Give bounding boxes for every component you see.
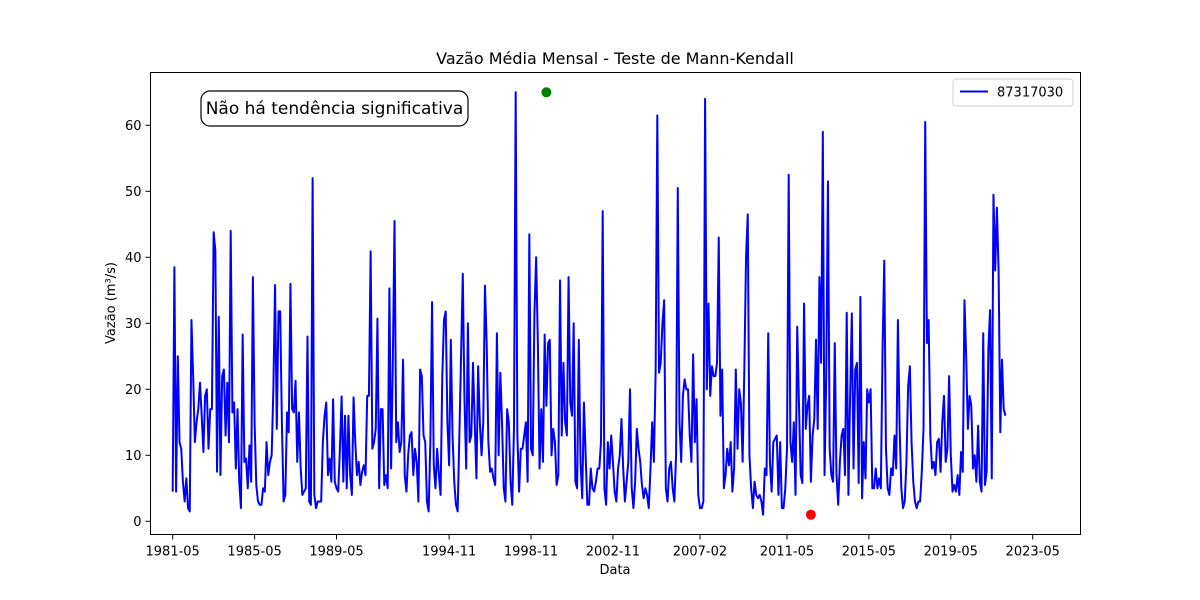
legend: 87317030 xyxy=(952,78,1074,107)
y-tick-label: 50 xyxy=(125,185,142,200)
x-tick-label: 1985-05 xyxy=(227,545,281,560)
x-tick-label: 1998-11 xyxy=(504,545,558,560)
x-tick-label: 1981-05 xyxy=(146,545,200,560)
x-tick-label: 1989-05 xyxy=(309,545,363,560)
axes-frame xyxy=(150,72,1081,535)
chart-title: Vazão Média Mensal - Teste de Mann-Kenda… xyxy=(436,49,794,68)
y-tick-label: 20 xyxy=(125,383,142,398)
x-tick-label: 2023-05 xyxy=(1006,545,1060,560)
max-value-marker xyxy=(541,87,552,98)
x-tick-label: 2015-05 xyxy=(842,545,896,560)
plot-area xyxy=(171,87,1007,520)
legend-label: 87317030 xyxy=(997,86,1063,101)
y-axis-label: Vazão (m³/s) xyxy=(104,262,119,344)
x-tick-label: 2007-02 xyxy=(673,545,727,560)
legend-frame xyxy=(952,78,1074,107)
min-value-marker xyxy=(805,509,816,520)
x-tick-label: 2019-05 xyxy=(924,545,978,560)
y-tick-label: 30 xyxy=(125,317,142,332)
x-axis-label: Data xyxy=(599,563,630,578)
annotation-text: Não há tendência significativa xyxy=(206,99,464,119)
annotation-frame xyxy=(200,90,469,127)
annotation-box: Não há tendência significativa xyxy=(200,90,469,127)
y-tick-label: 40 xyxy=(125,251,142,266)
y-tick-label: 60 xyxy=(125,119,142,134)
x-tick-label: 2011-05 xyxy=(760,545,814,560)
y-tick-label: 10 xyxy=(125,449,142,464)
x-tick-label: 1994-11 xyxy=(422,545,476,560)
x-tick-label: 2002-11 xyxy=(586,545,640,560)
y-axis-ticks: 0 10 20 30 40 50 60 xyxy=(125,119,151,530)
x-axis-ticks: 1981-05 1985-05 1989-05 1994-11 1998-11 2002-… xyxy=(146,534,1060,560)
series-line-87317030 xyxy=(171,91,1007,516)
y-tick-label: 0 xyxy=(133,515,141,530)
